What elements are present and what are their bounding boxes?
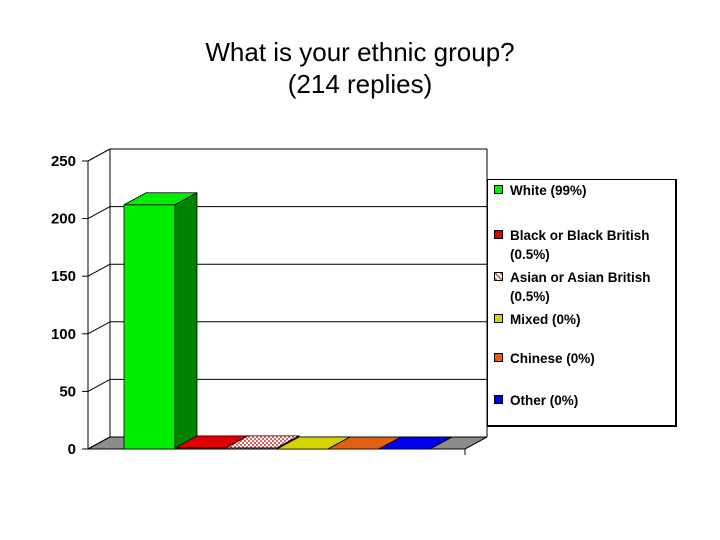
legend-label: Asian or Asian British (0.5%): [510, 270, 651, 304]
chart-bars: [123, 192, 453, 450]
bar-side: [174, 192, 198, 450]
bar-side: [429, 436, 453, 450]
chart-title-line2: (214 replies): [287, 69, 433, 99]
legend-swatch: [494, 272, 503, 281]
legend-swatch: [494, 353, 503, 362]
legend-swatch: [494, 230, 503, 239]
gridline-depth: [87, 321, 111, 335]
chart-side-wall: [88, 149, 110, 449]
y-tick-label: 50: [59, 383, 76, 400]
bar-front: [123, 204, 176, 450]
legend-swatch: [494, 395, 503, 404]
legend-label: White (99%): [510, 183, 587, 198]
legend-swatch: [494, 314, 503, 323]
legend-label: Chinese (0%): [510, 351, 595, 366]
y-tick-label: 200: [51, 211, 76, 228]
chart-title-line1: What is your ethnic group?: [205, 37, 515, 67]
bar-0: [123, 192, 198, 450]
gridline-depth: [87, 378, 111, 392]
gridline-depth: [87, 263, 111, 277]
y-tick-label: 100: [51, 326, 76, 343]
legend-label: Other (0%): [510, 393, 579, 408]
chart-title: What is your ethnic group? (214 replies): [0, 36, 720, 100]
bar-5: [378, 436, 453, 450]
legend-label: Mixed (0%): [510, 312, 581, 327]
y-tick-label: 150: [51, 268, 76, 285]
gridline-depth: [87, 206, 111, 220]
gridline-depth: [87, 148, 111, 162]
y-tick-label: 0: [68, 441, 76, 458]
legend-swatch: [494, 185, 503, 194]
y-tick-label: 250: [51, 153, 76, 170]
chart-legend: White (99%) Black or Black British (0.5%)…: [487, 179, 677, 427]
legend-label: Black or Black British (0.5%): [510, 228, 650, 262]
